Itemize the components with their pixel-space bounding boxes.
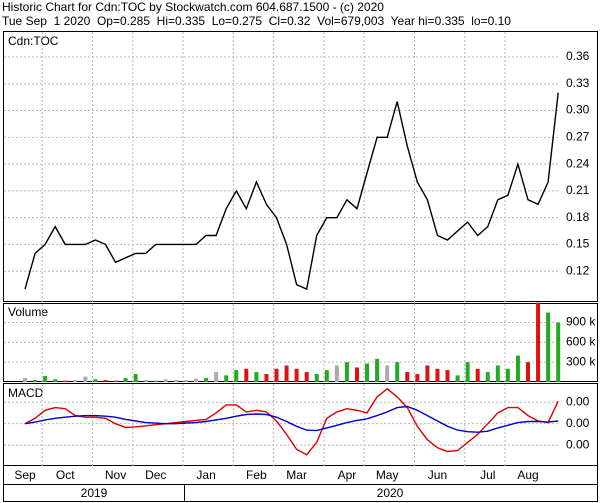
- volume-bar: [244, 368, 249, 382]
- macd-line: [24, 405, 559, 433]
- volume-bar: [304, 372, 309, 382]
- year-label: 2019: [81, 486, 108, 500]
- macd-line: [24, 387, 559, 456]
- y-tick-label: 0.24: [566, 156, 590, 170]
- volume-bar: [294, 368, 299, 382]
- volume-bar: [505, 368, 510, 382]
- x-tick-label: Aug: [517, 468, 538, 482]
- volume-bar: [556, 322, 561, 382]
- volume-bar: [536, 302, 541, 382]
- x-tick-label: Apr: [338, 468, 357, 482]
- year-cell: [184, 484, 598, 502]
- volume-bar: [163, 379, 168, 382]
- volume-bar: [43, 376, 48, 382]
- volume-bar: [395, 362, 400, 382]
- volume-bar: [194, 378, 199, 382]
- volume-bar: [173, 380, 178, 382]
- y-tick-label: 600 k: [566, 335, 596, 349]
- y-tick-label: 0.12: [566, 263, 590, 277]
- volume-bar: [515, 355, 520, 382]
- y-tick-label: 0.27: [566, 129, 590, 143]
- volume-bar: [264, 374, 269, 382]
- panel-label: MACD: [8, 386, 44, 400]
- x-tick-label: Nov: [105, 468, 126, 482]
- volume-bar: [405, 372, 410, 382]
- y-tick-label: 0.00: [566, 394, 590, 408]
- volume-bar: [83, 376, 88, 382]
- volume-bar: [435, 368, 440, 382]
- volume-bar: [123, 378, 128, 382]
- header-line-2: Tue Sep 1 2020 Op=0.285 Hi=0.335 Lo=0.27…: [2, 14, 511, 28]
- volume-bar: [526, 362, 530, 382]
- volume-bar: [385, 365, 390, 382]
- volume-bar: [254, 372, 259, 382]
- volume-bar: [415, 374, 420, 382]
- volume-bar: [23, 378, 27, 382]
- volume-bar: [425, 365, 430, 382]
- header-line-1: Historic Chart for Cdn:TOC by Stockwatch…: [2, 0, 384, 14]
- volume-bar: [113, 380, 118, 382]
- volume-bar: [495, 365, 500, 382]
- y-tick-label: 0.15: [566, 237, 590, 251]
- volume-bar: [73, 380, 78, 382]
- volume-bar: [475, 368, 480, 382]
- volume-bar: [214, 372, 219, 382]
- price-panel: [3, 31, 598, 302]
- y-tick-label: 0.33: [566, 76, 590, 90]
- volume-bar: [546, 312, 551, 382]
- x-tick-label: Jan: [196, 468, 215, 482]
- volume-bar: [153, 380, 158, 382]
- volume-bar: [93, 379, 98, 382]
- volume-bar: [324, 370, 329, 382]
- x-tick-label: Feb: [246, 468, 267, 482]
- y-tick-label: 0.00: [566, 437, 590, 451]
- volume-bar: [455, 375, 460, 382]
- volume-bar: [204, 378, 209, 382]
- volume-bar: [33, 380, 38, 382]
- volume-bar: [445, 370, 450, 382]
- x-tick-label: Jul: [480, 468, 495, 482]
- x-tick-label: Dec: [145, 468, 166, 482]
- x-tick-label: May: [376, 468, 399, 482]
- volume-bar: [334, 365, 339, 382]
- volume-bar: [344, 362, 349, 382]
- volume-bar: [103, 380, 108, 382]
- panel-label: Volume: [8, 305, 48, 319]
- y-tick-label: 0.18: [566, 210, 590, 224]
- volume-bar: [53, 379, 58, 382]
- price-line: [24, 92, 559, 291]
- x-tick-label: Sep: [14, 468, 36, 482]
- year-label: 2020: [377, 486, 404, 500]
- x-tick-label: Mar: [286, 468, 307, 482]
- x-tick-label: Oct: [56, 468, 75, 482]
- volume-bar: [284, 365, 289, 382]
- y-tick-label: 0.36: [566, 49, 590, 63]
- volume-panel: [3, 303, 598, 382]
- volume-bar: [375, 358, 380, 382]
- y-tick-label: 900 k: [566, 315, 596, 329]
- panel-label: Cdn:TOC: [8, 34, 59, 48]
- volume-bar: [63, 380, 68, 382]
- volume-bar: [365, 363, 370, 382]
- volume-bar: [314, 374, 319, 382]
- volume-bar: [465, 362, 470, 382]
- volume-bar: [274, 368, 279, 382]
- volume-bar: [133, 374, 138, 382]
- volume-bar: [224, 375, 229, 382]
- y-tick-label: 0.21: [566, 183, 590, 197]
- volume-bar: [183, 380, 188, 382]
- y-tick-label: 0.00: [566, 416, 590, 430]
- volume-bar: [234, 370, 239, 382]
- volume-bar: [485, 372, 490, 382]
- volume-bar: [354, 367, 359, 382]
- y-tick-label: 0.30: [566, 103, 590, 117]
- y-tick-label: 300 k: [566, 354, 596, 368]
- volume-bar: [143, 380, 148, 382]
- x-tick-label: Jun: [428, 468, 447, 482]
